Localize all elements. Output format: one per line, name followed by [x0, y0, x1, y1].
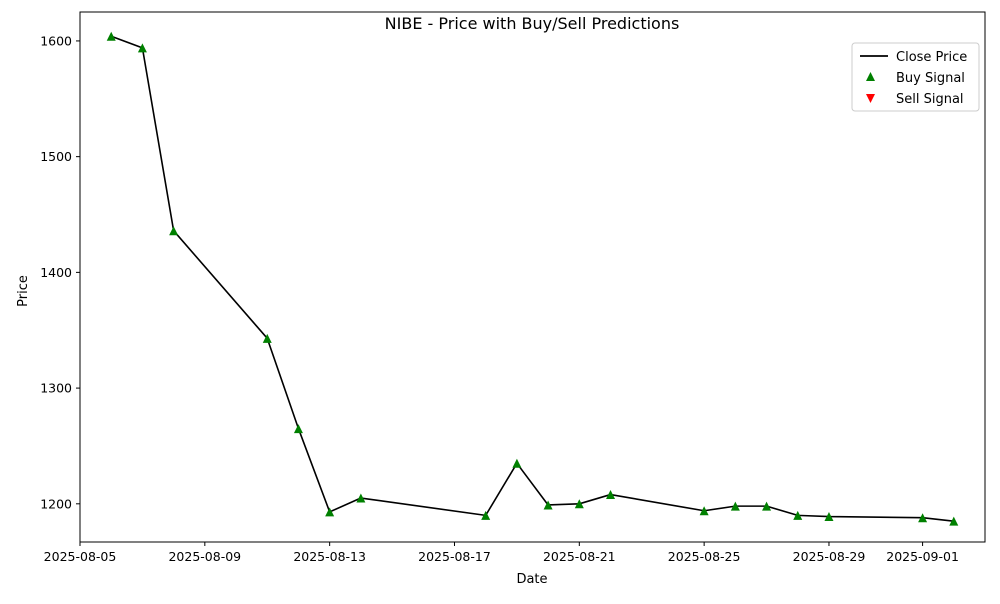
x-tick-label: 2025-08-09 — [168, 549, 241, 564]
buy-signal-marker — [106, 31, 116, 41]
x-axis-ticks: 2025-08-05 2025-08-09 2025-08-13 2025-08-17… — [44, 542, 959, 564]
buy-signal-marker — [949, 516, 959, 526]
buy-signal-marker — [356, 493, 366, 503]
buy-signal-marker — [606, 490, 616, 500]
legend-sell-signal-label: Sell Signal — [896, 92, 964, 107]
buy-signal-marker — [730, 501, 740, 511]
buy-signal-marker — [793, 510, 803, 520]
legend-buy-signal-label: Buy Signal — [896, 71, 965, 86]
chart-title: NIBE - Price with Buy/Sell Predictions — [385, 14, 680, 33]
buy-signal-marker — [325, 507, 335, 517]
y-tick-label: 1500 — [40, 149, 72, 164]
y-tick-label: 1400 — [40, 265, 72, 280]
legend-sell-signal-swatch — [866, 94, 875, 103]
x-tick-label: 2025-08-05 — [44, 549, 117, 564]
x-axis-label: Date — [516, 572, 547, 587]
buy-signal-marker — [262, 333, 272, 343]
buy-signal-marker — [169, 226, 179, 236]
y-tick-label: 1600 — [40, 33, 72, 48]
buy-signal-marker — [543, 500, 553, 510]
x-tick-label: 2025-08-29 — [793, 549, 866, 564]
legend: Close Price Buy Signal Sell Signal — [851, 42, 980, 112]
x-tick-label: 2025-09-01 — [886, 549, 959, 564]
y-axis-ticks: 1200 1300 1400 1500 1600 — [40, 33, 80, 511]
legend-buy-signal-swatch — [866, 72, 875, 81]
legend-close-price-label: Close Price — [896, 50, 967, 65]
legend-box — [851, 42, 980, 112]
buy-signal-marker — [293, 424, 303, 434]
buy-signal-marker — [824, 512, 834, 522]
y-axis-label: Price — [16, 275, 31, 307]
buy-signal-marker — [699, 506, 709, 516]
y-tick-label: 1300 — [40, 381, 72, 396]
buy-signal-marker — [481, 510, 491, 520]
x-tick-label: 2025-08-25 — [668, 549, 741, 564]
buy-signal-markers — [106, 31, 959, 526]
buy-signal-marker — [512, 458, 522, 468]
plot-area-frame — [79, 11, 986, 543]
buy-signal-marker — [574, 499, 584, 509]
x-tick-label: 2025-08-21 — [543, 549, 616, 564]
buy-signal-marker — [137, 43, 147, 53]
x-tick-label: 2025-08-17 — [418, 549, 491, 564]
buy-signal-marker — [762, 501, 772, 511]
buy-signal-marker — [918, 513, 928, 523]
y-tick-label: 1200 — [40, 496, 72, 511]
x-tick-label: 2025-08-13 — [293, 549, 366, 564]
